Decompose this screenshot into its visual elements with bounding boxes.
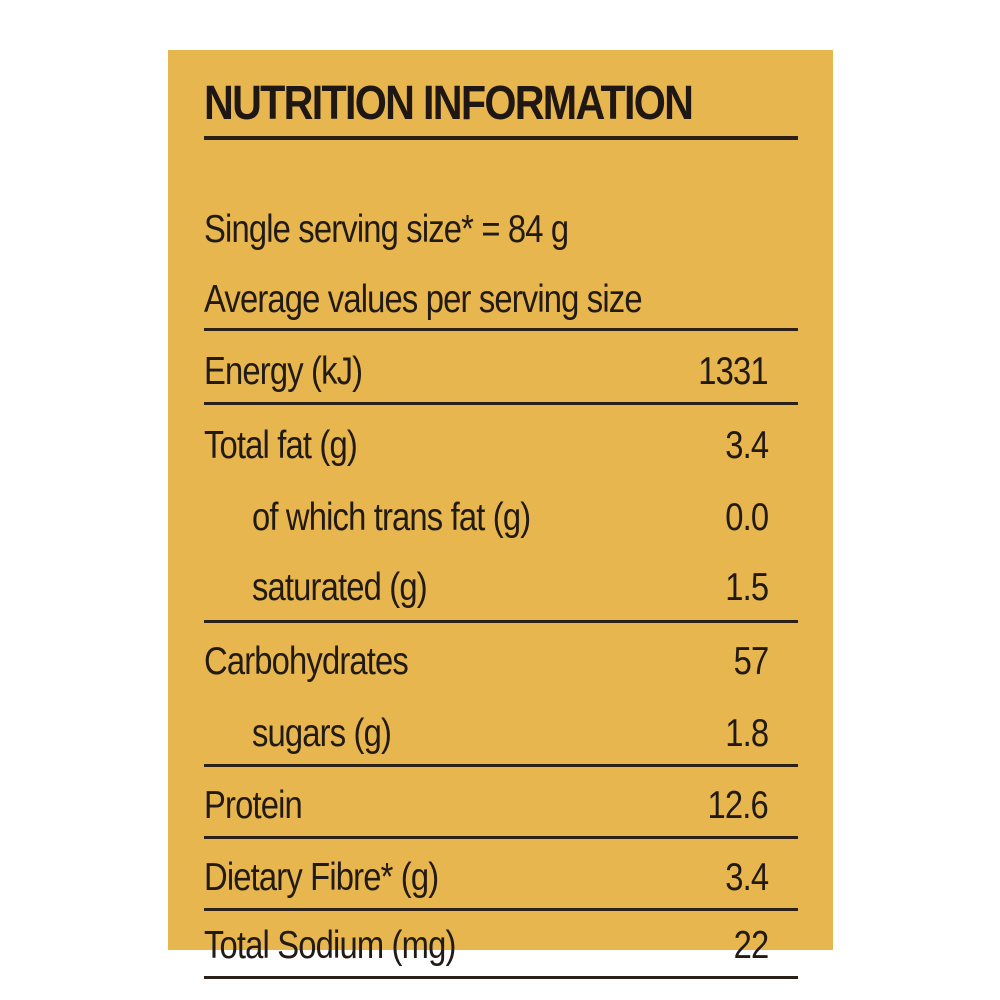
nutrient-label: Energy (kJ) xyxy=(204,350,363,393)
nutrient-label: saturated (g) xyxy=(252,566,428,609)
nutrient-value: 1331 xyxy=(698,350,768,393)
row-divider xyxy=(204,764,798,767)
nutrient-row-total-fat: Total fat (g) 3.4 xyxy=(204,414,798,478)
title-rule xyxy=(204,136,798,140)
bottom-rule xyxy=(204,976,798,979)
nutrient-label: of which trans fat (g) xyxy=(252,496,531,539)
nutrient-row-dietary-fibre: Dietary Fibre* (g) 3.4 xyxy=(204,846,798,910)
row-divider xyxy=(204,908,798,911)
nutrient-row-trans-fat: of which trans fat (g) 0.0 xyxy=(204,486,798,550)
nutrient-label: Total fat (g) xyxy=(204,424,358,467)
nutrient-label: Total Sodium (mg) xyxy=(204,924,456,967)
row-divider xyxy=(204,620,798,623)
per-serving-heading: Average values per serving size xyxy=(204,278,643,321)
row-divider xyxy=(204,836,798,839)
nutrient-row-carbohydrates: Carbohydrates 57 xyxy=(204,630,798,694)
nutrient-value: 1.5 xyxy=(724,566,769,609)
nutrient-value: 57 xyxy=(733,640,769,683)
nutrient-value: 12.6 xyxy=(707,784,769,827)
nutrient-value: 22 xyxy=(733,924,769,967)
nutrient-label: Carbohydrates xyxy=(204,640,409,683)
nutrient-row-total-sodium: Total Sodium (mg) 22 xyxy=(204,914,798,978)
nutrient-row-sugars: sugars (g) 1.8 xyxy=(204,702,798,766)
header-rule xyxy=(204,328,798,331)
serving-size-line: Single serving size* = 84 g xyxy=(204,208,569,251)
nutrient-label: Protein xyxy=(204,784,303,827)
row-divider xyxy=(204,402,798,405)
nutrient-value: 0.0 xyxy=(724,496,769,539)
nutrition-title: NUTRITION INFORMATION xyxy=(204,77,694,130)
nutrient-label: sugars (g) xyxy=(252,712,392,755)
nutrient-value: 1.8 xyxy=(724,712,769,755)
nutrient-row-saturated: saturated (g) 1.5 xyxy=(204,556,798,620)
nutrient-value: 3.4 xyxy=(724,856,769,899)
nutrient-row-protein: Protein 12.6 xyxy=(204,774,798,838)
nutrient-value: 3.4 xyxy=(724,424,769,467)
nutrient-row-energy: Energy (kJ) 1331 xyxy=(204,340,798,404)
nutrition-label-panel: NUTRITION INFORMATION Single serving siz… xyxy=(168,50,833,979)
nutrient-label: Dietary Fibre* (g) xyxy=(204,856,439,899)
